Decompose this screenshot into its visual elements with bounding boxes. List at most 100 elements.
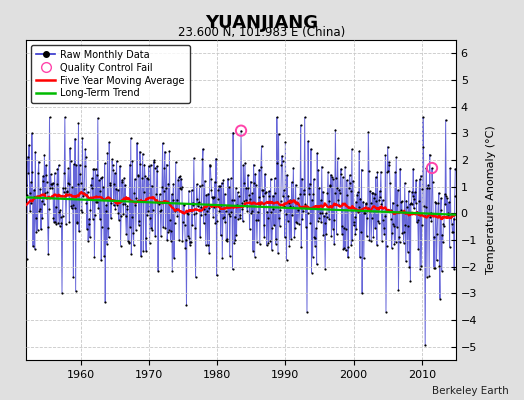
Point (411, 200, 420, 206)
Point (299, 187, 308, 194)
Point (401, 222, 409, 228)
Point (243, 208, 252, 214)
Point (70, 161, 78, 168)
Point (319, 188, 327, 195)
Point (322, 210, 330, 216)
Point (35, 158, 43, 165)
Point (125, 239, 133, 246)
Point (298, 216, 307, 222)
Point (36, 186, 45, 192)
Point (140, 161, 149, 168)
Point (41, 190, 49, 196)
Point (228, 266, 237, 272)
Point (337, 166, 345, 172)
Point (190, 155, 198, 161)
Point (306, 220, 314, 226)
Point (274, 250, 282, 256)
Point (380, 230, 388, 237)
Point (400, 180, 409, 186)
Point (42, 178, 51, 185)
Point (425, 151, 434, 158)
Point (397, 199, 406, 206)
Point (392, 154, 400, 161)
Point (87, 181, 95, 188)
Point (219, 177, 227, 183)
Point (428, 165, 436, 171)
Point (171, 159, 180, 166)
Point (342, 247, 350, 254)
Point (289, 164, 298, 171)
Point (130, 176, 139, 182)
Point (447, 221, 456, 227)
Point (391, 238, 400, 245)
Point (50, 170, 59, 176)
Point (302, 203, 311, 210)
Point (23, 192, 31, 198)
Point (94, 205, 103, 212)
Point (181, 245, 190, 251)
Point (379, 225, 388, 231)
Point (416, 176, 424, 182)
Point (36, 206, 44, 212)
Point (128, 158, 137, 164)
Point (261, 171, 269, 177)
Point (262, 189, 270, 195)
Point (387, 244, 396, 251)
Point (410, 205, 418, 212)
Point (255, 166, 264, 173)
Point (359, 255, 368, 262)
Point (152, 163, 161, 169)
Point (208, 194, 216, 201)
Point (111, 170, 119, 176)
Point (77, 207, 85, 214)
Point (288, 212, 297, 218)
Point (267, 209, 275, 215)
Point (70, 205, 79, 211)
Point (422, 165, 431, 172)
Point (348, 236, 357, 243)
Point (432, 257, 441, 264)
Point (126, 224, 134, 230)
Point (115, 198, 124, 205)
Point (436, 296, 444, 302)
Point (192, 210, 200, 216)
Point (178, 184, 186, 190)
Point (324, 198, 333, 205)
Point (428, 165, 436, 171)
Point (69, 202, 77, 208)
Point (278, 152, 286, 159)
Point (362, 201, 370, 208)
Point (290, 198, 298, 204)
Point (367, 214, 376, 221)
Point (403, 249, 412, 255)
Point (39, 173, 48, 179)
Point (307, 269, 315, 276)
Point (396, 165, 405, 172)
Point (31, 149, 39, 156)
Point (85, 234, 94, 240)
Point (210, 193, 218, 200)
Point (164, 180, 172, 187)
Point (89, 215, 97, 222)
Point (200, 206, 208, 212)
Point (90, 166, 98, 172)
Point (93, 199, 102, 205)
Point (86, 207, 95, 213)
Point (223, 238, 232, 244)
Point (150, 165, 159, 172)
Point (295, 221, 303, 227)
Point (430, 265, 438, 271)
Point (127, 135, 135, 142)
Point (195, 199, 203, 205)
Point (245, 226, 254, 232)
Point (206, 163, 214, 169)
Point (29, 243, 37, 250)
Point (176, 173, 184, 180)
Point (320, 213, 328, 219)
Point (216, 183, 224, 190)
Point (30, 245, 39, 252)
Point (365, 168, 373, 174)
Point (263, 242, 271, 248)
Point (94, 115, 102, 121)
Point (91, 166, 100, 172)
